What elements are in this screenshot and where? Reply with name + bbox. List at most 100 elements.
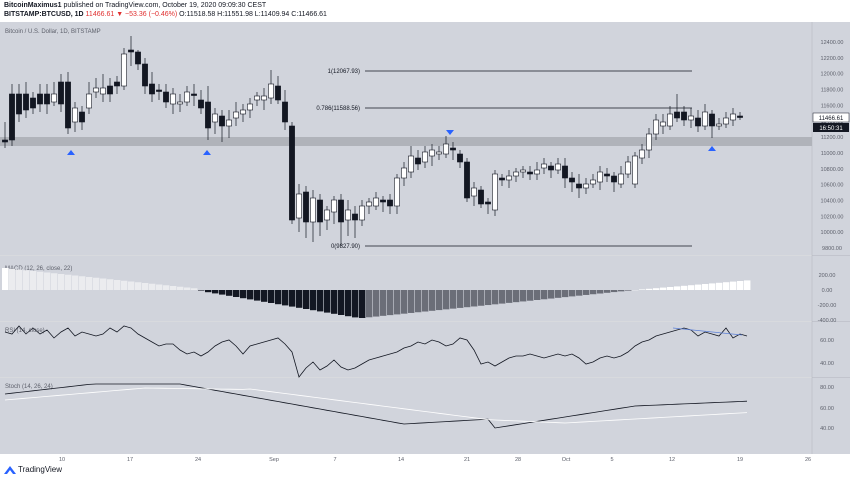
candle xyxy=(30,92,36,114)
macd-bar xyxy=(744,280,751,290)
indicator-tick-label: 0.00 xyxy=(822,288,833,294)
candle xyxy=(233,102,239,126)
candle xyxy=(506,170,512,188)
macd-bar xyxy=(632,290,639,291)
candle xyxy=(681,106,687,126)
candle xyxy=(72,102,78,132)
candle xyxy=(310,190,316,242)
candle xyxy=(401,162,407,186)
macd-bar xyxy=(653,288,660,290)
macd-bar xyxy=(30,271,37,290)
candle xyxy=(387,194,393,214)
candle xyxy=(471,182,477,206)
countdown-badge: 16:50:31 xyxy=(813,123,849,132)
macd-histogram xyxy=(2,268,751,318)
time-tick-label: 21 xyxy=(464,457,470,462)
macd-bar xyxy=(163,285,170,290)
macd-bar xyxy=(611,290,618,293)
candle xyxy=(597,166,603,190)
candle xyxy=(478,186,484,208)
macd-bar xyxy=(660,287,667,290)
macd-bar xyxy=(520,290,527,302)
macd-bar xyxy=(121,280,128,290)
candle xyxy=(562,158,568,188)
candle xyxy=(450,142,456,160)
macd-bar xyxy=(415,290,422,313)
candle xyxy=(464,158,470,202)
candle xyxy=(415,150,421,170)
macd-bar xyxy=(604,290,611,293)
candle xyxy=(709,110,715,138)
footer: TradingView xyxy=(0,462,850,478)
macd-bar xyxy=(548,290,555,299)
price-tick-label: 10400.00 xyxy=(821,198,844,204)
macd-bar xyxy=(100,278,107,290)
indicator-tick-label: 60.00 xyxy=(820,406,834,412)
candle xyxy=(79,106,85,130)
macd-bar xyxy=(590,290,597,295)
price-tick-label: 11000.00 xyxy=(821,151,844,157)
candle xyxy=(65,72,71,134)
candle xyxy=(380,196,386,212)
candle xyxy=(569,172,575,192)
macd-bar xyxy=(716,282,723,290)
candle xyxy=(485,198,491,214)
fib-levels: 1(12067.93) 0.786(11588.56) 0(9827.90) xyxy=(316,69,692,250)
candle xyxy=(93,78,99,98)
macd-bar xyxy=(646,288,653,290)
main-pane-title: Bitcoin / U.S. Dollar, 1D, BITSTAMP xyxy=(5,29,101,35)
candle xyxy=(499,174,505,186)
macd-bar xyxy=(268,290,275,303)
time-tick-label: 7 xyxy=(333,457,336,462)
macd-bar xyxy=(485,290,492,306)
author-name[interactable]: BitcoinMaximus1 xyxy=(4,2,62,9)
macd-bar xyxy=(541,290,548,300)
macd-bar xyxy=(506,290,513,303)
price-axis-bg xyxy=(812,22,850,454)
macd-bar xyxy=(135,282,142,290)
tradingview-brand[interactable]: TradingView xyxy=(4,465,62,474)
macd-bar xyxy=(261,290,268,302)
macd-bar xyxy=(72,275,79,290)
macd-bar xyxy=(128,281,135,290)
macd-bar xyxy=(212,290,219,294)
candle xyxy=(135,50,141,70)
macd-bar xyxy=(562,290,569,298)
candle xyxy=(373,192,379,210)
time-tick-label: 26 xyxy=(805,457,811,462)
indicator-tick-label: 40.00 xyxy=(820,361,834,367)
macd-bar xyxy=(170,286,177,290)
indicator-tick-label: 60.00 xyxy=(820,338,834,344)
candle xyxy=(394,174,400,214)
rsi-line xyxy=(4,325,748,378)
candle xyxy=(16,84,22,122)
tradingview-logo-icon xyxy=(4,466,16,474)
candle xyxy=(513,168,519,182)
stoch-pane-title: Stoch (14, 26, 24) xyxy=(5,384,53,390)
macd-bar xyxy=(450,290,457,309)
down-arrow-icon xyxy=(446,130,454,135)
macd-bar xyxy=(156,284,163,290)
macd-bar xyxy=(618,290,625,292)
chart-canvas[interactable]: 1(12067.93) 0.786(11588.56) 0(9827.90) B… xyxy=(0,22,850,463)
macd-bar xyxy=(345,290,352,317)
macd-bar xyxy=(366,290,373,318)
up-arrow-icon xyxy=(708,146,716,151)
macd-bar xyxy=(576,290,583,296)
last-price-badge: 11466.61 xyxy=(812,112,850,123)
candle xyxy=(23,82,29,118)
macd-bar xyxy=(79,276,86,290)
candle xyxy=(604,168,610,182)
candle xyxy=(142,58,148,94)
macd-bar xyxy=(527,290,534,301)
symbol-label: BITSTAMP:BTCUSD, 1D xyxy=(4,11,84,18)
candle xyxy=(730,108,736,126)
chart-area[interactable]: 1(12067.93) 0.786(11588.56) 0(9827.90) B… xyxy=(0,22,850,463)
time-axis[interactable]: 10 17 24 Sep 7 14 21 28 Oct 5 12 19 26 xyxy=(59,457,811,463)
candle xyxy=(555,158,561,174)
candle xyxy=(247,98,253,118)
candle xyxy=(737,112,743,120)
indicator-tick-label: -400.00 xyxy=(818,318,837,324)
svg-text:16:50:31: 16:50:31 xyxy=(819,126,843,132)
macd-bar xyxy=(331,290,338,314)
